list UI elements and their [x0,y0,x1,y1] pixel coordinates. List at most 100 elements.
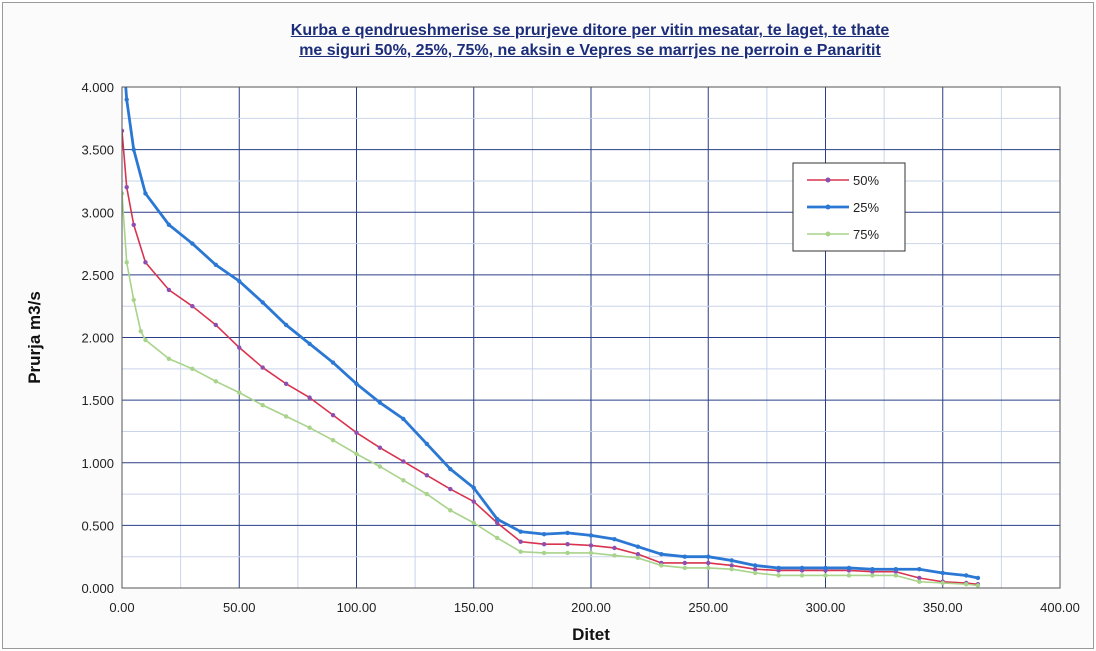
data-point [190,303,195,309]
data-point [706,554,711,559]
series-75-percent [122,191,981,588]
data-point [729,563,734,568]
data-point [752,563,758,568]
data-point [166,222,172,227]
x-tick-label: 400.00 [1040,600,1080,615]
x-tick-label: 350.00 [923,600,963,615]
data-point [776,565,781,571]
data-point [612,553,617,558]
data-point [166,287,172,293]
chart-title-line-1: Kurba e qendrueshmerise se prurjeve dito… [290,22,890,39]
data-point [846,565,852,571]
data-point [729,567,734,572]
data-point [283,414,289,419]
data-point [917,567,922,572]
data-point [518,549,523,554]
data-point [213,262,218,268]
y-tick-label: 3.000 [81,205,114,220]
data-point [917,579,922,584]
series-25-percent [120,35,981,581]
data-point [682,554,687,559]
data-point [448,486,453,492]
data-point [131,147,136,152]
data-point [124,97,129,102]
legend-marker [825,204,831,210]
data-point [424,491,430,497]
data-point [964,573,969,578]
data-point [377,400,383,405]
data-point [307,341,312,346]
data-point [143,260,148,265]
data-point [752,567,758,572]
data-point [940,570,945,576]
data-point [448,466,453,472]
data-point [120,35,124,39]
data-point [124,260,129,265]
data-point [401,416,406,422]
data-point [260,300,265,305]
data-point [143,191,148,196]
data-point [401,478,406,483]
data-point [401,459,406,464]
data-point [307,425,312,430]
data-point [260,402,265,408]
data-point [377,445,383,450]
data-point [893,567,899,572]
data-point [495,535,500,541]
data-point [190,241,195,246]
data-point [424,441,430,447]
data-point [635,551,641,557]
x-axis-title: Ditet [572,625,610,644]
data-point [237,390,242,395]
data-point [612,536,617,542]
data-point [471,485,476,490]
x-tick-labels: 0.00 50.00 100.00 150.00 200.00 250.00 300.00 3… [109,600,1080,615]
data-point [354,430,359,435]
data-point [448,508,453,513]
data-point [635,555,641,561]
x-tick-label: 100.00 [337,600,377,615]
data-point [471,520,476,526]
x-tick-label: 150.00 [454,600,494,615]
data-point [964,582,969,587]
data-point [565,541,570,547]
data-point [330,360,336,365]
data-point [213,379,218,384]
y-tick-label: 3.500 [81,143,114,158]
data-point [682,565,687,571]
data-point [823,573,828,578]
data-point [682,560,687,566]
legend-marker [825,231,831,237]
data-point [588,550,594,556]
data-point [260,365,265,370]
legend-label: 50% [853,173,879,188]
data-point [495,516,500,522]
data-point [635,544,641,549]
chart-title-line-2: me siguri 50%, 25%, 75%, ne aksin e Vepr… [299,42,881,59]
data-point [565,530,570,536]
data-point [706,560,711,566]
data-point [190,366,195,372]
legend: 50% 25% 75% [792,162,906,252]
data-point [917,575,922,581]
data-point [870,573,875,578]
data-point [122,191,125,196]
data-point [424,473,430,478]
data-point [893,573,899,578]
data-point [138,329,143,334]
data-point [659,551,664,557]
y-tick-label: 0.500 [81,518,114,533]
data-point [122,128,125,134]
data-point [823,565,828,571]
y-tick-label: 4.000 [81,80,114,95]
data-point [799,565,805,571]
data-point [237,345,242,350]
data-point [612,545,617,551]
y-tick-labels: 0.000 0.500 1.000 1.500 2.000 2.500 3.000 3.500… [81,80,114,596]
data-point [752,570,758,576]
y-tick-label: 0.000 [81,581,114,596]
data-point [213,322,218,328]
data-point [846,573,852,578]
data-point [283,322,289,328]
plot-border [121,86,1061,589]
